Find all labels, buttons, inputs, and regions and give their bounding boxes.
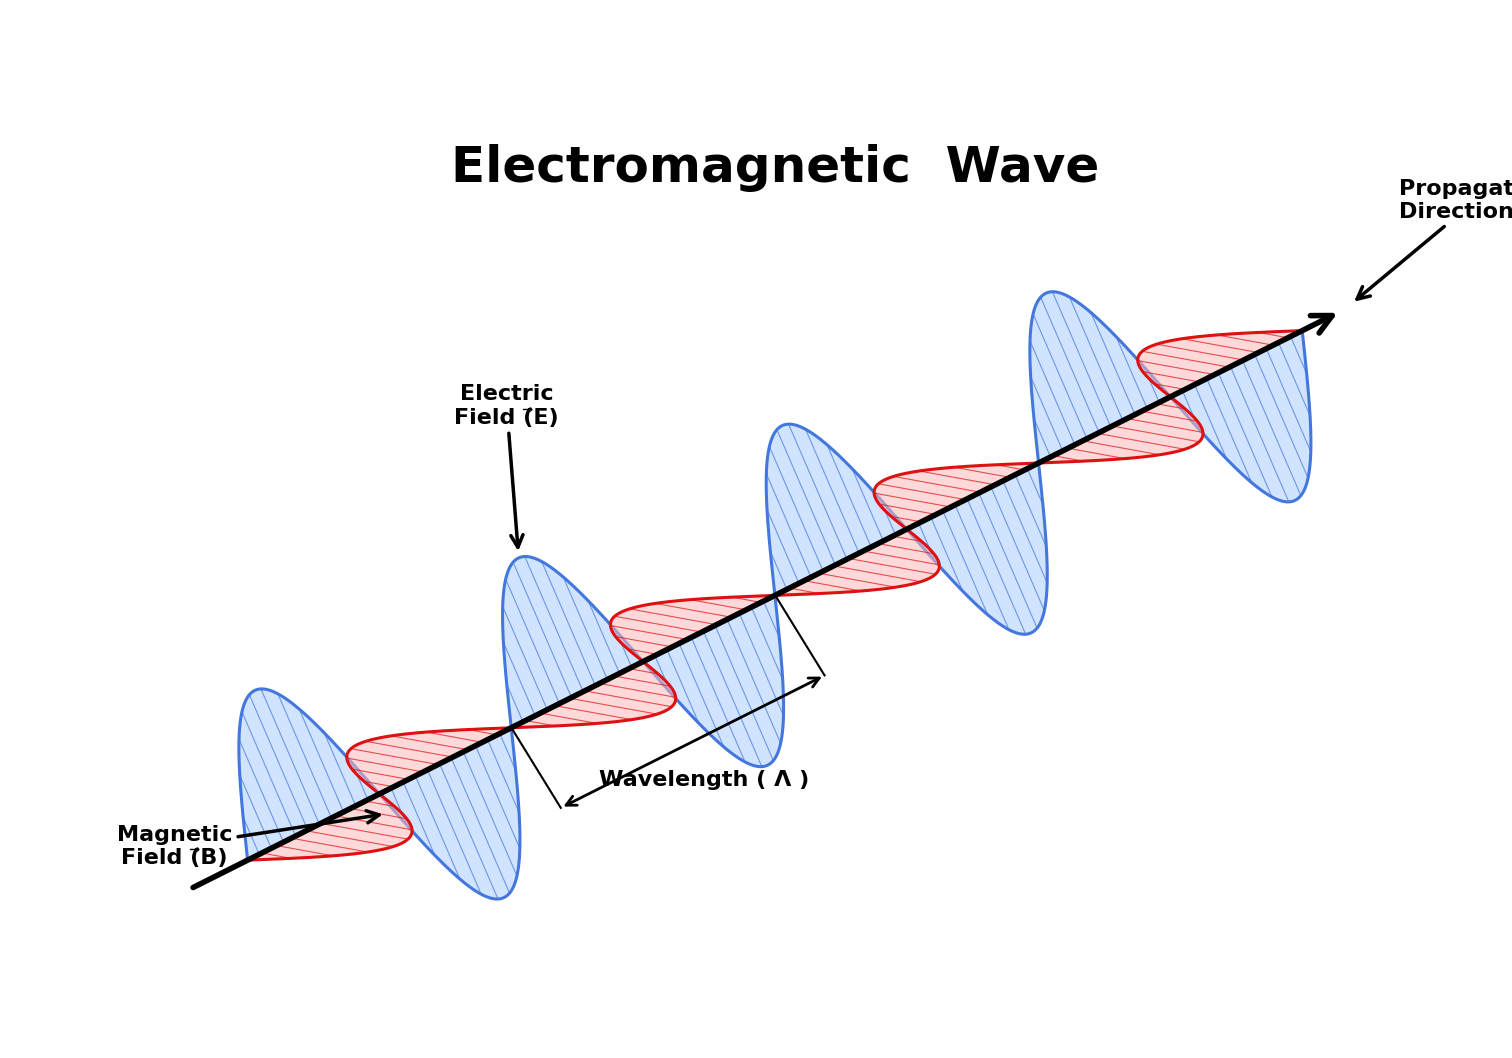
- Polygon shape: [643, 595, 783, 767]
- Text: Magnetic
Field (⃗B): Magnetic Field (⃗B): [116, 810, 380, 868]
- Polygon shape: [1137, 330, 1302, 397]
- Polygon shape: [1170, 330, 1311, 501]
- Polygon shape: [776, 529, 939, 596]
- Polygon shape: [874, 462, 1040, 529]
- Text: Electromagnetic  Wave: Electromagnetic Wave: [451, 144, 1099, 191]
- Polygon shape: [346, 728, 511, 794]
- Polygon shape: [380, 727, 520, 899]
- Text: Propagation
Direction: Propagation Direction: [1358, 179, 1512, 299]
- Text: Electric
Field (⃗E): Electric Field (⃗E): [455, 384, 559, 547]
- Polygon shape: [511, 661, 676, 728]
- Text: Wavelength ( Λ ): Wavelength ( Λ ): [599, 770, 809, 790]
- Polygon shape: [248, 794, 413, 860]
- Polygon shape: [767, 424, 907, 596]
- Polygon shape: [907, 461, 1048, 635]
- Polygon shape: [239, 689, 380, 860]
- Polygon shape: [611, 596, 776, 661]
- Polygon shape: [1039, 397, 1204, 463]
- Polygon shape: [1030, 292, 1172, 462]
- Polygon shape: [502, 557, 644, 728]
